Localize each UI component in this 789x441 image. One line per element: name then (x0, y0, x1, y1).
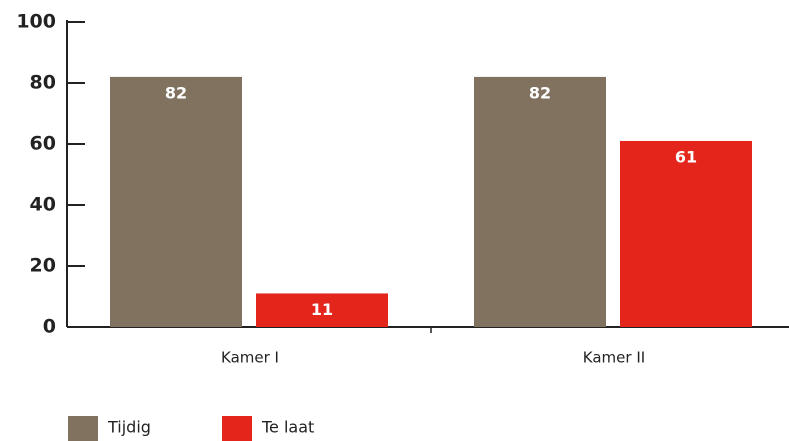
value-label: 61 (675, 147, 697, 166)
legend-label: Te laat (261, 418, 314, 437)
x-tick-label: Kamer II (583, 349, 645, 367)
y-tick-label: 100 (16, 11, 56, 33)
y-tick-label: 40 (30, 194, 56, 216)
y-tick-label: 60 (30, 133, 56, 155)
x-tick-label: Kamer I (221, 349, 279, 367)
legend-swatch (222, 416, 252, 441)
value-label: 82 (529, 83, 551, 102)
bar (110, 76, 242, 328)
bar (256, 293, 388, 327)
y-tick-label: 80 (30, 72, 56, 94)
y-tick-label: 0 (43, 316, 56, 338)
value-label: 82 (165, 83, 187, 102)
y-tick-label: 20 (30, 255, 56, 277)
legend-label: Tijdig (107, 418, 151, 437)
value-label: 11 (311, 300, 333, 319)
legend-swatch (68, 416, 98, 441)
bar (474, 76, 606, 328)
bar (620, 140, 752, 327)
